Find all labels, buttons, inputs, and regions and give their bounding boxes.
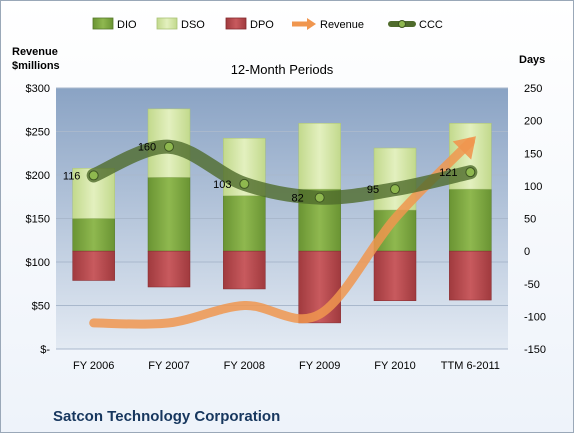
left-tick-label: $250 — [26, 127, 50, 139]
left-tick-label: $100 — [26, 257, 50, 269]
right-tick-label: -150 — [524, 344, 546, 356]
bar-dpo — [223, 250, 266, 290]
right-tick-label: 150 — [524, 148, 542, 160]
legend-swatch-dpo — [225, 17, 247, 30]
left-axis-label-line1: Revenue — [12, 46, 58, 58]
legend-label-dio: DIO — [117, 19, 137, 31]
ccc-data-label: 160 — [138, 142, 156, 154]
lines — [86, 136, 478, 329]
bar-dpo — [72, 250, 115, 281]
ccc-data-label: 82 — [292, 193, 304, 205]
data-labels: 116 160 103 82 95 121 — [63, 142, 458, 205]
left-tick-label: $- — [40, 344, 50, 356]
legend: DIO DSO DPO Revenue CCC — [92, 17, 443, 31]
right-tick-label: -100 — [524, 311, 546, 323]
bar-dio — [223, 195, 266, 252]
left-tick-label: $200 — [26, 170, 50, 182]
legend-label-revenue: Revenue — [320, 19, 364, 31]
legend-label-ccc: CCC — [419, 19, 443, 31]
bar-dso — [373, 147, 417, 211]
legend-swatch-revenue-head — [307, 18, 316, 30]
ccc-point — [390, 184, 400, 195]
right-tick-label: 100 — [524, 181, 542, 193]
ccc-point — [465, 167, 476, 178]
left-tick-label: $50 — [32, 301, 50, 313]
ccc-data-label: 95 — [367, 184, 379, 196]
ccc-point — [239, 178, 250, 189]
right-tick-label: 250 — [524, 83, 542, 95]
right-tick-label: 200 — [524, 116, 542, 128]
bar-dio — [147, 177, 191, 252]
x-tick-label: FY 2008 — [224, 360, 265, 372]
legend-label-dso: DSO — [181, 19, 205, 31]
x-tick-label: FY 2007 — [148, 360, 189, 372]
gridlines — [56, 87, 508, 350]
ccc-data-label: 121 — [439, 167, 457, 179]
bar-dpo — [147, 250, 191, 288]
right-tick-label: 0 — [524, 246, 530, 258]
ccc-data-label: 103 — [213, 179, 231, 191]
x-tick-label: FY 2006 — [73, 360, 114, 372]
right-tick-label: -50 — [524, 279, 540, 291]
right-tick-label: 50 — [524, 214, 536, 226]
bar-dio — [449, 188, 492, 252]
bar-dpo — [373, 250, 417, 301]
x-tick-label: TTM 6-2011 — [441, 360, 500, 372]
legend-swatch-dso — [156, 17, 178, 30]
left-tick-label: $300 — [26, 83, 50, 95]
revenue-arrowhead — [452, 136, 476, 160]
footer-title: Satcon Technology Corporation — [53, 408, 280, 425]
axes: $- $50 $100 $150 $200 $250 $300 -150 -100 -50 0 50 1… — [26, 83, 547, 372]
x-tick-label: FY 2010 — [374, 360, 415, 372]
bar-dpo — [449, 250, 492, 301]
ccc-point — [88, 170, 99, 181]
bar-dso — [298, 122, 341, 190]
legend-swatch-dio — [92, 17, 114, 30]
x-tick-label: FY 2009 — [299, 360, 340, 372]
left-axis-label-line2: $millions — [12, 60, 60, 72]
chart-title: 12-Month Periods — [231, 62, 334, 77]
bar-dso — [72, 168, 115, 219]
ccc-point — [164, 141, 174, 152]
legend-label-dpo: DPO — [250, 19, 274, 31]
ccc-point — [314, 192, 325, 203]
revenue-line — [89, 137, 475, 329]
legend-swatch-ccc-point — [398, 20, 406, 28]
left-tick-label: $150 — [26, 214, 50, 226]
right-axis-label: Days — [519, 54, 545, 66]
ccc-data-label: 116 — [63, 170, 81, 182]
bar-dio — [72, 218, 115, 252]
